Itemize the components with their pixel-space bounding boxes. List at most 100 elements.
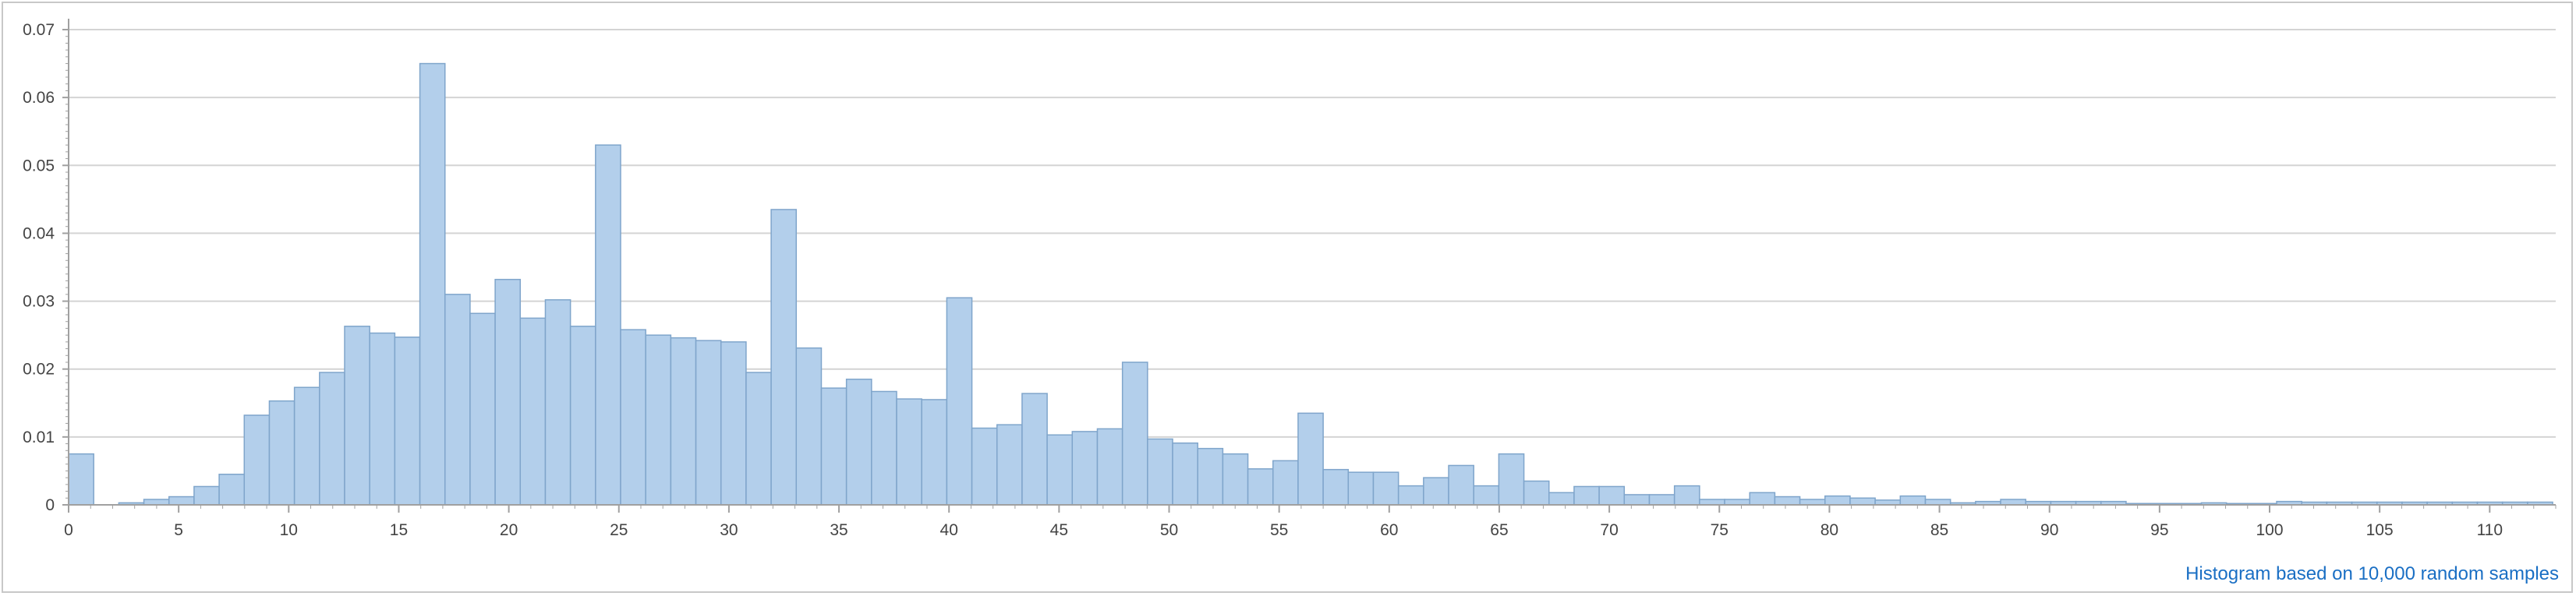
histogram-bar	[1096, 428, 1123, 506]
histogram-bar	[344, 326, 370, 506]
x-tick-label: 5	[174, 521, 183, 539]
histogram-bar	[68, 453, 94, 506]
x-tick-label: 50	[1160, 521, 1178, 539]
histogram-bar	[1172, 442, 1198, 506]
x-tick-label: 15	[390, 521, 408, 539]
x-tick-label: 10	[280, 521, 298, 539]
x-tick-label: 55	[1270, 521, 1288, 539]
histogram-bar	[1648, 494, 1675, 506]
histogram-bar	[896, 398, 922, 506]
histogram-bar	[770, 209, 798, 506]
x-tick-label: 85	[1930, 521, 1948, 539]
y-tick-label: 0.04	[23, 224, 55, 242]
histogram-bar	[1121, 361, 1148, 506]
histogram-bar	[1573, 485, 1600, 506]
x-tick-label: 25	[610, 521, 628, 539]
histogram-bar	[971, 427, 998, 506]
x-tick-label: 30	[720, 521, 738, 539]
histogram-bar	[419, 62, 446, 506]
histogram-bar	[1623, 494, 1651, 506]
histogram-bar	[1523, 480, 1550, 506]
histogram-bar	[1046, 434, 1074, 506]
histogram-bar	[1598, 485, 1626, 506]
y-tick-label: 0.05	[23, 157, 55, 175]
histogram-bar	[1799, 499, 1826, 506]
histogram-bar	[820, 387, 847, 506]
y-tick-label: 0.06	[23, 89, 55, 107]
histogram-bar	[1724, 499, 1750, 506]
histogram-bar	[494, 278, 522, 506]
histogram-bar	[845, 379, 872, 506]
x-tick-label: 90	[2040, 521, 2058, 539]
axes	[62, 19, 2557, 513]
histogram-bar	[293, 386, 320, 506]
x-tick-label: 100	[2256, 521, 2283, 539]
histogram-bar	[1197, 447, 1224, 506]
x-tick-label: 65	[1490, 521, 1508, 539]
histogram-bar	[996, 424, 1023, 506]
x-tick-label: 80	[1821, 521, 1838, 539]
sample-size-annotation: Histogram based on 10,000 random samples	[2185, 563, 2559, 584]
histogram-bar	[1322, 468, 1350, 506]
histogram-bar	[319, 372, 345, 506]
x-tick-label: 75	[1711, 521, 1729, 539]
histogram-bar	[1673, 485, 1700, 506]
histogram-bar	[1899, 495, 1927, 506]
histogram-bar	[569, 326, 596, 506]
histogram-bar	[1423, 477, 1449, 506]
histogram-bar	[1372, 471, 1399, 506]
histogram-bar	[795, 347, 823, 506]
y-tick-label: 0	[45, 496, 55, 514]
histogram-bar	[143, 499, 170, 506]
x-tick-label: 0	[64, 521, 73, 539]
histogram-bar	[1824, 495, 1851, 506]
histogram-bar	[670, 337, 697, 506]
histogram-bar	[1347, 471, 1375, 506]
histogram-bar	[595, 144, 621, 506]
x-tick-label: 70	[1600, 521, 1618, 539]
histogram-bar	[168, 495, 195, 506]
histogram-bar	[394, 337, 421, 506]
histogram-bar	[218, 474, 246, 506]
histogram-bar	[1247, 468, 1274, 506]
x-tick-label: 45	[1050, 521, 1068, 539]
histogram-bar	[469, 312, 496, 506]
histogram-bar	[519, 317, 547, 506]
y-tick-label: 0.02	[23, 361, 55, 379]
histogram-bar	[1473, 485, 1500, 506]
x-tick-label: 105	[2366, 521, 2394, 539]
y-axis-tick-labels: 0 0.01 0.02 0.03 0.04 0.05 0.06 0.07	[23, 21, 55, 514]
histogram-bar	[1272, 460, 1299, 506]
histogram-bar	[243, 414, 271, 506]
histogram-bar	[1222, 453, 1249, 506]
x-tick-label: 110	[2477, 521, 2503, 539]
histogram-bar	[369, 332, 396, 506]
histogram-bar	[1924, 499, 1951, 506]
histogram-bar	[193, 485, 220, 506]
histogram-bar	[946, 297, 973, 506]
histogram-bar	[695, 340, 722, 506]
histogram-bar	[1448, 464, 1474, 506]
histogram-bar	[871, 390, 897, 506]
histogram-bar	[620, 329, 646, 506]
histogram-bar	[1071, 431, 1099, 506]
histogram-bar	[2000, 499, 2026, 506]
histogram-bar	[544, 299, 571, 506]
histogram-bar	[1021, 393, 1048, 506]
histogram-bar	[720, 341, 747, 506]
y-tick-label: 0.03	[23, 293, 55, 311]
histogram-bar	[1397, 485, 1424, 506]
x-tick-label: 40	[940, 521, 958, 539]
histogram-bar	[1498, 453, 1525, 506]
histogram-bar	[1849, 497, 1876, 506]
histogram-bar	[1699, 499, 1725, 506]
histogram-bar	[444, 294, 471, 506]
x-tick-label: 95	[2150, 521, 2168, 539]
histogram-bar	[1297, 412, 1324, 506]
histogram-bar	[645, 334, 672, 506]
x-axis-tick-labels: 0 5 10 15 20 25 30 35 40 45 50 55 60 65 70 75 80 85 90 95 10…	[64, 521, 2503, 539]
histogram-bar	[1147, 438, 1173, 506]
x-tick-label: 20	[500, 521, 518, 539]
histogram-bar	[268, 400, 295, 506]
histogram-bar	[1548, 492, 1575, 506]
